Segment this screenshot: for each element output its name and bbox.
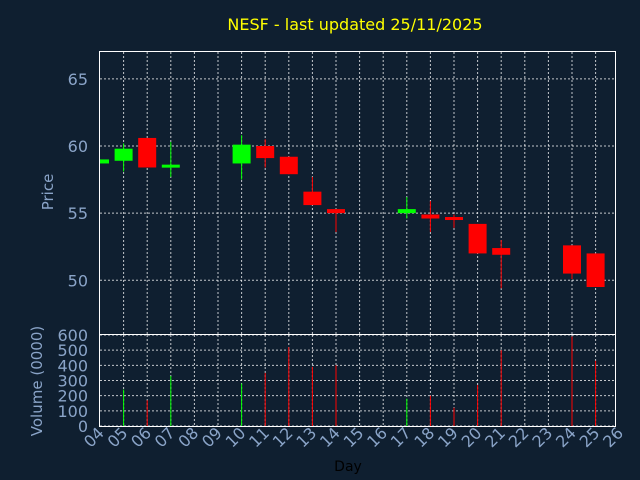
- price-tick-label: 50: [68, 271, 88, 290]
- candle-07: [161, 141, 180, 177]
- candle-body: [492, 248, 511, 255]
- price-y-ticks: 50 55 60 65: [68, 70, 88, 290]
- volume-axis-label: Volume (0000): [28, 326, 46, 436]
- volume-tick-label: 600: [57, 326, 88, 345]
- candle-body: [100, 159, 109, 164]
- volume-plot-frame: [99, 334, 616, 427]
- candle-12: [279, 156, 298, 175]
- candle-20: [468, 223, 487, 254]
- candle-body: [232, 144, 251, 164]
- candle-18: [421, 201, 440, 232]
- volume-tick-label: 100: [57, 402, 88, 421]
- volume-tick-label: 400: [57, 356, 88, 375]
- candle-body: [327, 209, 345, 214]
- x-tick-label: 26: [599, 423, 627, 451]
- candle-body: [563, 245, 581, 274]
- volume-tick-label: 500: [57, 341, 88, 360]
- candle-body: [256, 146, 275, 159]
- volume-tick-label: 0: [78, 417, 88, 436]
- candle-body: [279, 156, 298, 175]
- candle-25: [586, 253, 605, 287]
- volume-grid: [100, 334, 615, 427]
- candles: [99, 135, 605, 289]
- candle-body: [161, 164, 180, 168]
- price-axis-label: Price: [39, 174, 57, 211]
- candle-body: [468, 223, 487, 254]
- candle-body: [445, 217, 463, 221]
- volume-tick-label: 200: [57, 387, 88, 406]
- price-plot-frame: [99, 51, 616, 335]
- chart-title: NESF - last updated 25/11/2025: [227, 15, 482, 34]
- candle-body: [114, 148, 133, 161]
- price-tick-label: 60: [68, 137, 88, 156]
- candle-body: [421, 214, 440, 219]
- price-tick-label: 55: [68, 204, 88, 223]
- candle-13: [303, 176, 322, 206]
- x-axis-label: Day: [334, 459, 362, 475]
- candle-17: [397, 197, 416, 219]
- candle-21: [492, 240, 511, 289]
- price-panel: 50 55 60 65 Price: [39, 51, 616, 335]
- volume-tick-label: 300: [57, 372, 88, 391]
- candle-24: [563, 245, 581, 279]
- candle-11: [256, 139, 275, 168]
- price-grid: [100, 52, 615, 334]
- price-tick-label: 65: [68, 70, 88, 89]
- candle-06: [138, 137, 157, 168]
- candle-body: [397, 209, 416, 214]
- candle-10: [232, 135, 251, 180]
- candle-19: [445, 214, 463, 228]
- candle-body: [138, 137, 157, 168]
- candle-05: [114, 143, 133, 172]
- x-tick-labels: 0405060708091011121314151617181920212223…: [80, 423, 627, 451]
- volume-bars: [123, 336, 597, 426]
- candle-04: [99, 159, 109, 164]
- candle-body: [303, 191, 322, 206]
- candle-14: [327, 209, 345, 232]
- candle-body: [586, 253, 605, 287]
